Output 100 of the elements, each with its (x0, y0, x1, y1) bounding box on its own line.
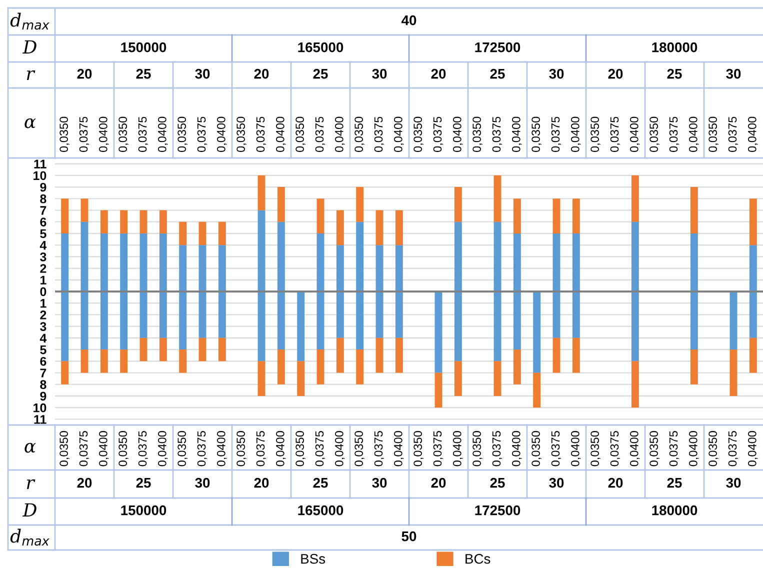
text: D (22, 40, 36, 54)
category-label: 0,0350 (60, 116, 70, 152)
text: 25 (667, 478, 682, 488)
y-tick-label: 3 (40, 322, 46, 331)
category-label: 0,0400 (394, 116, 404, 152)
text: α (24, 118, 36, 128)
text: 180000 (652, 42, 698, 52)
y-tick-label: 2 (40, 310, 46, 320)
x-tick-label: 0,0375 (138, 431, 148, 466)
y-tick-label: 5 (40, 345, 46, 354)
text: 180000 (652, 505, 698, 516)
text: 25 (490, 478, 505, 488)
y-tick-label: 6 (40, 356, 46, 366)
text: r (26, 70, 36, 80)
text: 30 (726, 478, 741, 488)
category-label: 0,0350 (236, 116, 246, 152)
y-tick-label: 9 (40, 392, 46, 401)
y-tick-label: 5 (40, 229, 46, 238)
y-tick-label: 4 (40, 334, 47, 342)
x-tick-label: 0,0400 (570, 431, 581, 466)
category-label: 0,0350 (178, 116, 188, 152)
text: 20 (431, 478, 446, 488)
x-tick-label: 0,0400 (276, 431, 286, 466)
x-tick-label: 0,0350 (178, 431, 188, 466)
text: 30 (372, 68, 387, 79)
category-label: 0,0400 (688, 116, 699, 152)
x-tick-label: 0,0350 (354, 431, 364, 466)
y-tick-label: 6 (40, 218, 46, 226)
x-tick-label: 0,0375 (374, 431, 384, 466)
x-tick-label: 0,0375 (669, 431, 680, 466)
category-label: 0,0400 (748, 116, 758, 152)
category-label: 0,0375 (79, 116, 90, 152)
text: 150000 (121, 42, 166, 52)
x-tick-label: 0,0400 (688, 431, 699, 466)
text: 165000 (298, 42, 344, 52)
text: 30 (549, 478, 564, 488)
y-tick-label: 3 (40, 252, 46, 262)
legend-label: BCs (466, 554, 490, 564)
y-tick-label: 2 (40, 264, 46, 273)
category-label: 0,0350 (118, 116, 128, 152)
x-tick-label: 0,0400 (748, 431, 758, 466)
x-tick-label: 0,0350 (236, 431, 246, 466)
category-label: 0,0375 (433, 116, 444, 152)
y-tick-label: 7 (40, 206, 46, 215)
x-tick-label: 0,0400 (334, 431, 345, 466)
x-tick-label: 0,0400 (98, 431, 109, 466)
x-tick-label: 0,0375 (433, 431, 444, 466)
x-tick-label: 0,0350 (532, 431, 542, 466)
x-tick-label: 0,0400 (158, 431, 168, 466)
x-tick-label: 0,0350 (414, 431, 424, 466)
text: D (22, 503, 36, 516)
category-label: 0,0375 (610, 116, 620, 152)
x-tick-label: 0,0375 (256, 431, 266, 466)
text: 20 (608, 68, 623, 79)
category-label: 0,0350 (296, 116, 306, 152)
category-label: 0,0375 (315, 116, 326, 152)
text: 30 (726, 68, 741, 79)
category-label: 0,0350 (414, 116, 424, 152)
y-tick-label: 1 (40, 299, 46, 308)
text: 25 (313, 478, 328, 488)
text: 25 (490, 68, 505, 79)
category-label: 0,0400 (570, 116, 581, 152)
x-tick-label: 0,0350 (118, 431, 128, 466)
x-tick-label: 0,0350 (590, 431, 600, 466)
text: 165000 (298, 505, 344, 516)
category-label: 0,0350 (590, 116, 600, 152)
text: 20 (254, 478, 269, 488)
text: 30 (549, 68, 564, 79)
x-tick-label: 0,0400 (512, 431, 522, 466)
text: 40 (401, 15, 416, 26)
x-tick-label: 0,0350 (60, 431, 70, 466)
category-label: 0,0400 (276, 116, 286, 152)
category-label: 0,0375 (138, 116, 148, 152)
y-tick-label: 7 (40, 368, 46, 378)
category-label: 0,0350 (532, 116, 542, 152)
text: 20 (254, 68, 269, 79)
y-tick-label: 11 (34, 160, 46, 168)
text: d$_{max}$ (10, 12, 50, 30)
text: r (26, 479, 36, 489)
text: 20 (77, 68, 92, 79)
text: 25 (667, 68, 682, 79)
category-label: 0,0400 (98, 116, 109, 152)
x-tick-label: 0,0350 (472, 431, 482, 466)
category-label: 0,0400 (334, 116, 345, 152)
category-label: 0,0375 (669, 116, 680, 152)
legend-label: BSs (301, 554, 326, 564)
text: 30 (372, 478, 387, 488)
x-tick-label: 0,0400 (216, 431, 227, 466)
category-label: 0,0400 (216, 116, 227, 152)
category-label: 0,0375 (256, 116, 266, 152)
category-label: 0,0375 (492, 116, 502, 152)
category-label: 0,0375 (374, 116, 384, 152)
text: 25 (313, 68, 328, 79)
text: 25 (136, 478, 151, 488)
x-tick-label: 0,0350 (650, 431, 660, 466)
y-tick-label: 10 (34, 403, 46, 412)
text: 150000 (121, 505, 166, 516)
x-tick-label: 0,0375 (551, 431, 562, 466)
text: 25 (136, 68, 151, 79)
y-tick-label: 8 (40, 380, 46, 390)
